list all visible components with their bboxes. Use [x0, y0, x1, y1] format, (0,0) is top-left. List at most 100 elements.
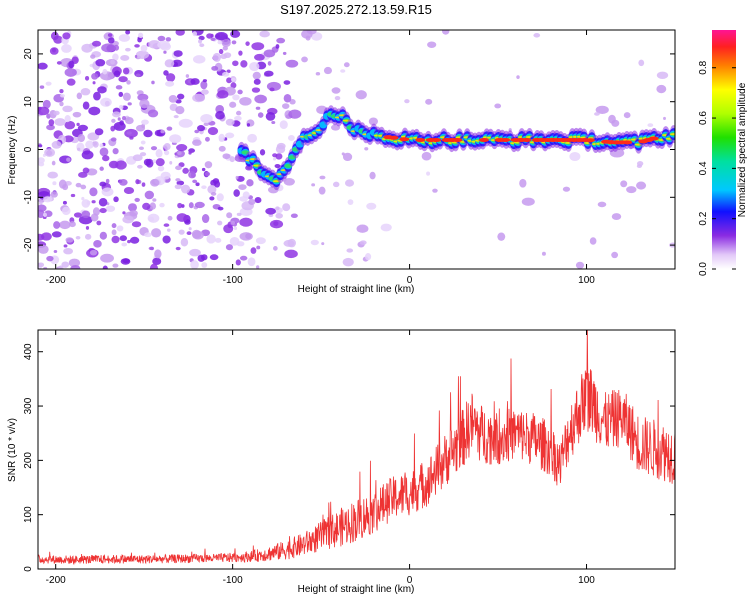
- speckle-blob: [218, 133, 225, 142]
- ridge-peak: [478, 137, 489, 142]
- speckle-blob: [334, 95, 341, 101]
- spectrogram-x-label: Height of straight line (km): [298, 284, 415, 295]
- speckle-blob: [95, 58, 106, 67]
- speckle-blob: [127, 102, 132, 106]
- speckle-blob: [283, 93, 292, 103]
- speckle-blob: [121, 116, 127, 121]
- speckle-blob: [636, 181, 647, 190]
- speckle-blob: [421, 151, 432, 161]
- speckle-blob: [138, 146, 144, 151]
- speckle-blob: [111, 235, 120, 244]
- speckle-blob: [256, 245, 261, 250]
- speckle-blob: [192, 230, 204, 240]
- speckle-blob: [176, 213, 188, 222]
- speckle-blob: [638, 59, 645, 67]
- speckle-blob: [236, 212, 242, 217]
- speckle-blob: [131, 221, 142, 228]
- speckle-blob: [264, 70, 274, 77]
- speckle-blob: [432, 188, 438, 193]
- speckle-blob: [66, 157, 71, 162]
- speckle-blob: [174, 184, 182, 190]
- speckle-blob: [140, 140, 146, 145]
- speckle-blob: [101, 187, 114, 197]
- speckle-blob: [89, 249, 98, 256]
- speckle-blob: [188, 151, 192, 155]
- speckle-blob: [310, 32, 323, 41]
- speckle-blob: [134, 197, 140, 202]
- speckle-blob: [222, 153, 231, 160]
- speckle-blob: [279, 120, 288, 130]
- speckle-blob: [125, 47, 131, 52]
- speckle-blob: [265, 207, 276, 215]
- speckle-blob: [175, 165, 182, 171]
- speckle-blob: [197, 254, 205, 262]
- speckle-blob: [134, 54, 138, 58]
- speckle-blob: [636, 161, 644, 167]
- speckle-blob: [99, 143, 104, 148]
- speckle-blob: [346, 248, 354, 253]
- speckle-blob: [209, 254, 219, 261]
- speckle-blob: [53, 249, 58, 254]
- speckle-blob: [163, 70, 169, 76]
- speckle-blob: [647, 123, 654, 128]
- speckle-blob: [165, 37, 172, 42]
- speckle-blob: [122, 67, 130, 75]
- speckle-blob: [236, 241, 245, 247]
- speckle-blob: [76, 92, 83, 100]
- speckle-blob: [137, 37, 142, 43]
- speckle-blob: [100, 253, 114, 263]
- speckle-blob: [113, 196, 119, 203]
- spectrogram-y-tick-label: 10: [23, 96, 34, 108]
- speckle-blob: [51, 140, 62, 149]
- speckle-blob: [247, 257, 256, 267]
- speckle-blob: [53, 221, 61, 229]
- speckle-blob: [220, 53, 228, 59]
- speckle-blob: [107, 33, 113, 37]
- spectrogram-x-tick-label: 100: [578, 275, 595, 286]
- speckle-blob: [111, 118, 116, 123]
- speckle-blob: [85, 225, 90, 230]
- speckle-blob: [318, 186, 326, 195]
- speckle-blob: [188, 227, 192, 231]
- speckle-blob: [200, 114, 213, 124]
- speckle-blob: [211, 65, 219, 71]
- speckle-blob: [124, 116, 134, 125]
- speckle-blob: [204, 136, 210, 142]
- speckle-blob: [176, 93, 185, 100]
- speckle-blob: [91, 40, 102, 47]
- speckle-blob: [255, 106, 261, 110]
- speckle-blob: [143, 158, 152, 166]
- speckle-blob: [105, 178, 110, 184]
- speckle-blob: [141, 119, 149, 125]
- speckle-blob: [80, 88, 91, 96]
- speckle-blob: [64, 115, 71, 123]
- speckle-blob: [239, 232, 253, 241]
- speckle-blob: [166, 228, 171, 232]
- speckle-blob: [168, 94, 178, 103]
- speckle-blob: [110, 59, 116, 65]
- speckle-blob: [166, 126, 173, 131]
- speckle-blob: [425, 98, 433, 105]
- speckle-blob: [230, 77, 236, 82]
- colorbar-tick-label: 0.4: [698, 161, 709, 175]
- speckle-blob: [192, 179, 198, 184]
- speckle-blob: [223, 224, 234, 234]
- speckle-blob: [175, 178, 181, 182]
- speckle-blob: [229, 156, 235, 163]
- spectrogram-x-tick-label: -200: [46, 275, 66, 286]
- speckle-blob: [626, 186, 637, 194]
- speckle-blob: [201, 214, 210, 224]
- snr-x-label: Height of straight line (km): [298, 584, 415, 595]
- speckle-blob: [200, 80, 208, 90]
- speckle-blob: [276, 142, 286, 150]
- speckle-blob: [404, 99, 410, 104]
- speckle-blob: [289, 98, 296, 105]
- speckle-blob: [143, 129, 153, 138]
- speckle-blob: [234, 120, 239, 125]
- speckle-blob: [99, 147, 109, 157]
- speckle-blob: [253, 78, 261, 85]
- speckle-blob: [140, 44, 148, 52]
- speckle-blob: [111, 223, 117, 229]
